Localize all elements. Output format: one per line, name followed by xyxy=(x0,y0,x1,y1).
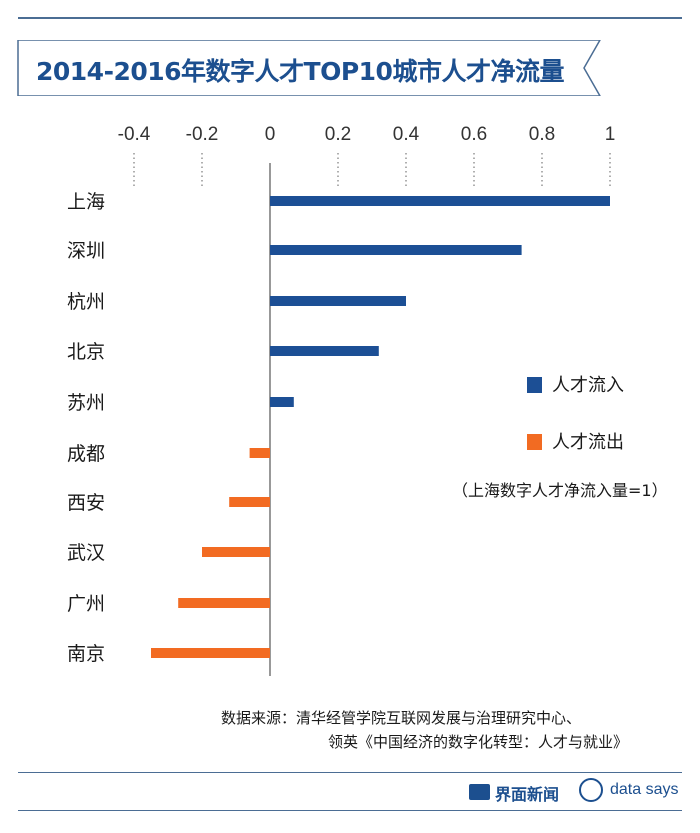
bar-inflow xyxy=(270,196,610,206)
data-source: 数据来源：清华经管学院互联网发展与治理研究中心、 领英《中国经济的数字化转型：人… xyxy=(221,706,628,754)
title-frame xyxy=(17,40,601,96)
brand-jiemian: 界面新闻 xyxy=(495,785,560,804)
legend-outflow-swatch xyxy=(527,434,542,450)
x-tick-label: 0.8 xyxy=(529,124,555,145)
x-tick-label: -0.2 xyxy=(186,124,219,145)
x-tick-label: 1 xyxy=(605,124,616,145)
x-tick-label: 0 xyxy=(265,124,276,145)
source-line-1: 数据来源：清华经管学院互联网发展与治理研究中心、 xyxy=(221,709,582,727)
bar-outflow xyxy=(229,497,270,507)
legend-outflow-label: 人才流出 xyxy=(552,432,624,453)
category-label: 武汉 xyxy=(67,542,105,564)
bar-outflow xyxy=(202,547,270,557)
bar-inflow xyxy=(270,245,522,255)
bar-inflow xyxy=(270,397,294,407)
bar-outflow xyxy=(151,648,270,658)
legend-inflow-swatch xyxy=(527,377,542,393)
category-label: 北京 xyxy=(67,341,105,363)
top-rule xyxy=(18,17,682,19)
category-label: 上海 xyxy=(67,191,105,213)
legend-outflow: 人才流出 xyxy=(527,428,624,454)
bar-inflow xyxy=(270,346,379,356)
footer-rule-bottom xyxy=(18,810,682,811)
bar-outflow xyxy=(178,598,270,608)
x-tick-label: 0.2 xyxy=(325,124,351,145)
datasays-logo-icon xyxy=(579,778,603,802)
bar-inflow xyxy=(270,296,406,306)
brand-datasays: data says xyxy=(610,781,679,798)
category-label: 广州 xyxy=(67,593,105,615)
jiemian-logo-icon xyxy=(469,784,490,800)
legend-inflow: 人才流入 xyxy=(527,371,624,397)
category-label: 杭州 xyxy=(67,291,105,313)
chart-title: 2014-2016年数字人才TOP10城市人才净流量 xyxy=(36,57,564,86)
x-tick-label: 0.4 xyxy=(393,124,420,145)
x-tick-label: 0.6 xyxy=(461,124,487,145)
footer-rule-top xyxy=(18,772,682,773)
category-label: 成都 xyxy=(67,443,105,465)
x-tick-label: -0.4 xyxy=(118,124,151,145)
category-label: 苏州 xyxy=(67,392,105,414)
category-label: 西安 xyxy=(67,492,105,514)
chart-note: （上海数字人才净流入量=1） xyxy=(452,481,668,500)
bar-chart: -0.4 -0.2 0 0.2 0.4 0.6 0.8 1 上海深圳杭州北京苏州成都西安武汉广州… xyxy=(67,124,616,676)
legend-inflow-label: 人才流入 xyxy=(552,375,624,396)
category-label: 南京 xyxy=(67,643,105,665)
source-line-2: 领英《中国经济的数字化转型：人才与就业》 xyxy=(328,733,629,751)
bar-outflow xyxy=(249,448,270,458)
category-label: 深圳 xyxy=(67,240,105,262)
